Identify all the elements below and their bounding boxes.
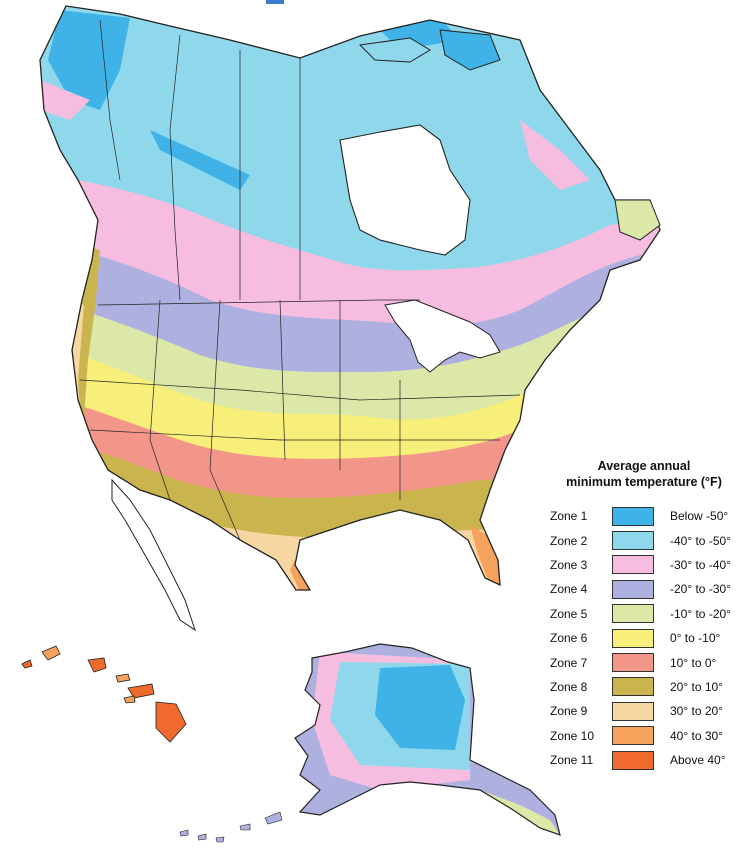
alaska-outline	[294, 643, 561, 836]
zone-temperature-range: 20° to 10°	[670, 679, 723, 694]
legend-row: Zone 1 Below -50°	[544, 504, 736, 528]
hawaii-islands	[21, 645, 187, 743]
north-america-outline	[39, 5, 661, 591]
legend-row: Zone 5 -10° to -20°	[544, 602, 736, 626]
zone-name-label: Zone 6	[550, 631, 588, 646]
zone-color-swatch	[612, 604, 654, 624]
zone-color-swatch	[612, 555, 654, 575]
newfoundland	[614, 199, 661, 241]
zone-color-swatch	[612, 726, 654, 746]
legend-title-line2: minimum temperature (°F)	[566, 475, 722, 489]
zone-name-label: Zone 4	[550, 582, 588, 597]
zone-temperature-range: 10° to 0°	[670, 655, 717, 670]
zone-color-swatch	[612, 750, 654, 770]
arctic-island	[439, 29, 501, 71]
zone-color-swatch	[612, 579, 654, 599]
zone-name-label: Zone 10	[550, 728, 595, 743]
hudson-bay	[339, 124, 471, 256]
zone-name-label: Zone 11	[550, 753, 594, 768]
zone-temperature-range: -30° to -40°	[670, 557, 731, 572]
zone-temperature-range: -20° to -30°	[670, 582, 731, 597]
zone-color-swatch	[612, 653, 654, 673]
political-boundaries	[79, 19, 521, 541]
legend-row: Zone 7 10° to 0°	[544, 650, 736, 674]
zone-color-swatch	[612, 506, 654, 526]
zone-color-swatch	[612, 677, 654, 697]
legend-row: Zone 11 Above 40°	[544, 748, 736, 772]
legend-title: Average annual minimum temperature (°F)	[552, 458, 736, 490]
zone-name-label: Zone 3	[550, 557, 588, 572]
zone-color-swatch	[612, 701, 654, 721]
zone-legend: Average annual minimum temperature (°F) …	[544, 458, 736, 772]
legend-row: Zone 6 0° to -10°	[544, 626, 736, 650]
alaska-zones	[295, 644, 560, 835]
legend-row: Zone 3 -30° to -40°	[544, 553, 736, 577]
top-accent-mark	[266, 0, 284, 4]
zone-temperature-range: 30° to 20°	[670, 704, 723, 719]
zone-temperature-range: 40° to 30°	[670, 728, 723, 743]
legend-title-line1: Average annual	[597, 459, 691, 473]
zone-temperature-range: -10° to -20°	[670, 606, 731, 621]
zone-temperature-range: Above 40°	[670, 753, 726, 768]
aleutian-islands	[179, 811, 283, 843]
zone-temperature-range: Below -50°	[670, 509, 729, 524]
legend-row: Zone 10 40° to 30°	[544, 724, 736, 748]
zone-temperature-range: -40° to -50°	[670, 533, 731, 548]
arctic-island	[358, 37, 431, 63]
legend-row: Zone 2 -40° to -50°	[544, 528, 736, 552]
zone-name-label: Zone 2	[550, 533, 588, 548]
zone-color-swatch	[612, 531, 654, 551]
zone-name-label: Zone 9	[550, 704, 588, 719]
zone-name-label: Zone 1	[550, 509, 588, 524]
legend-rows: Zone 1 Below -50° Zone 2 -40° to -50° Zone 3…	[544, 504, 736, 772]
zone-name-label: Zone 5	[550, 606, 588, 621]
great-lakes	[384, 299, 501, 373]
zone-name-label: Zone 7	[550, 655, 588, 670]
zone-temperature-range: 0° to -10°	[670, 631, 721, 646]
zone-color-swatch	[612, 628, 654, 648]
legend-row: Zone 4 -20° to -30°	[544, 577, 736, 601]
zone1-patch	[48, 10, 130, 110]
legend-row: Zone 9 30° to 20°	[544, 699, 736, 723]
baja-california	[111, 478, 196, 632]
zone1-patch	[150, 130, 250, 190]
legend-row: Zone 8 20° to 10°	[544, 675, 736, 699]
zone-name-label: Zone 8	[550, 679, 588, 694]
